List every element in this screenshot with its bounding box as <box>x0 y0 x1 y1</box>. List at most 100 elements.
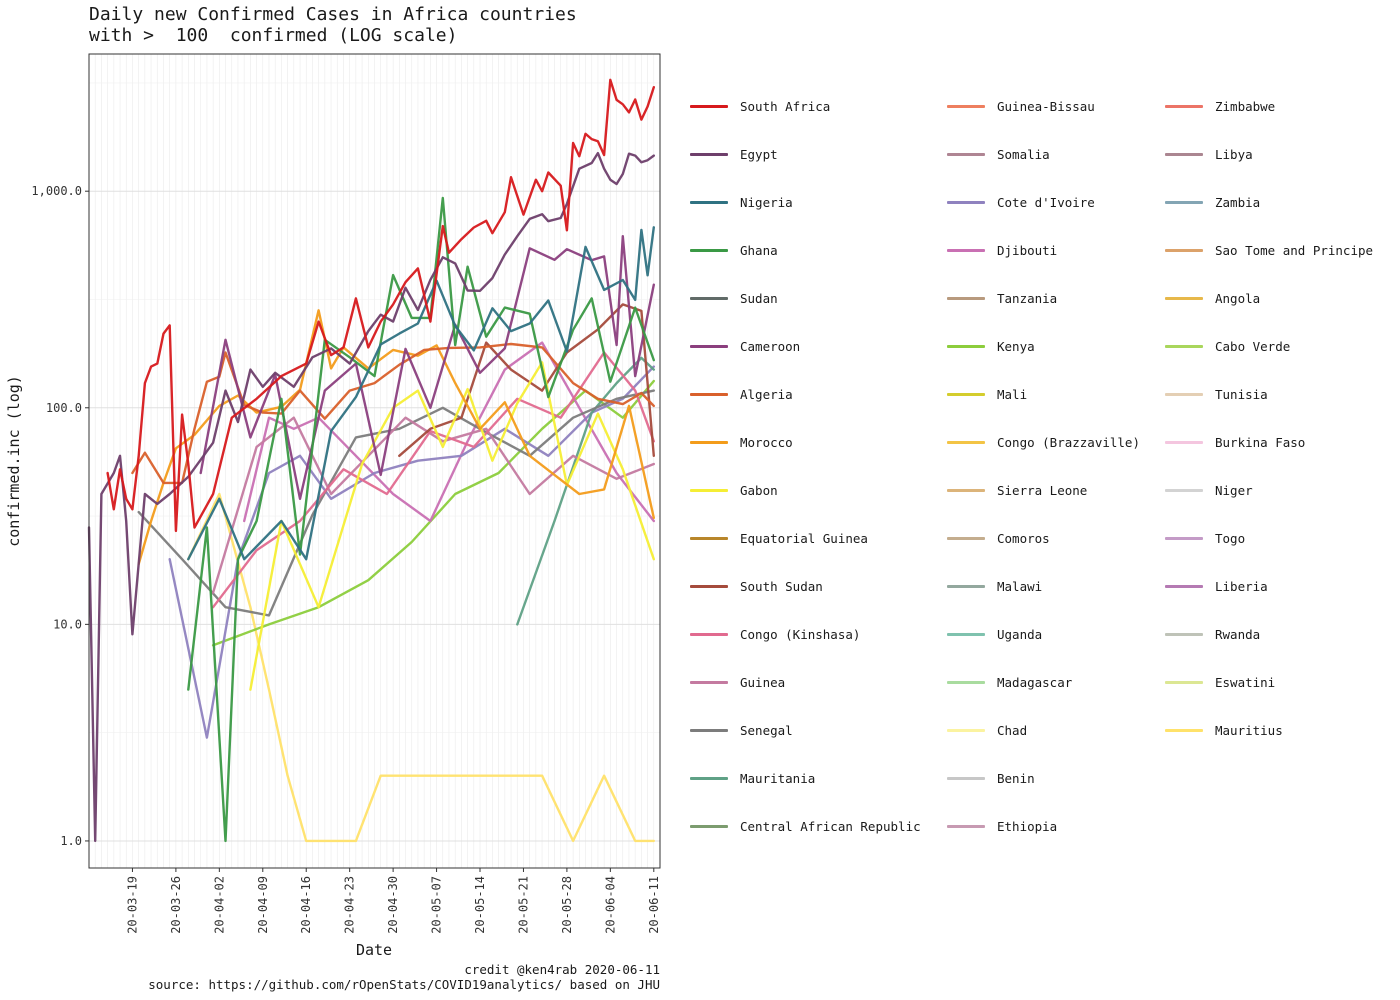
legend-label: Sierra Leone <box>997 482 1088 498</box>
series-line-congo-kinshasa- <box>211 351 655 609</box>
legend-label: Liberia <box>1215 578 1268 594</box>
legend-key-swatch <box>690 488 728 492</box>
series-line-morocco <box>137 309 655 566</box>
x-tick-label: 20-05-28 <box>560 876 574 934</box>
legend-key-swatch <box>947 200 985 204</box>
legend-label: Guinea-Bissau <box>997 98 1095 114</box>
y-axis-title: confirmed.inc (log) <box>5 375 23 547</box>
legend-key-swatch <box>1165 440 1203 444</box>
series-line-mauritius <box>187 492 655 843</box>
caption-source: source: https://github.com/rOpenStats/CO… <box>148 977 660 992</box>
legend-item: Uganda <box>947 624 1042 644</box>
legend-label: Congo (Kinshasa) <box>740 626 861 642</box>
legend-label: Uganda <box>997 626 1043 642</box>
legend-key-swatch <box>690 776 728 780</box>
legend-item: Zimbabwe <box>1165 96 1275 116</box>
legend-key-swatch <box>947 776 985 780</box>
caption-credit: credit @ken4rab 2020-06-11 <box>464 962 660 977</box>
legend-key-swatch <box>690 344 728 348</box>
legend-label: Cabo Verde <box>1215 338 1291 354</box>
y-tick-label: 10.0 <box>53 617 82 631</box>
legend-key-swatch <box>947 728 985 732</box>
chart-title-line-1: Daily new Confirmed Cases in Africa coun… <box>89 4 577 25</box>
legend-label: Kenya <box>997 338 1035 354</box>
legend-item: Madagascar <box>947 672 1072 692</box>
legend-item: South Sudan <box>690 576 823 596</box>
series-line-egypt <box>87 151 655 843</box>
legend-label: Eswatini <box>1215 674 1276 690</box>
legend-key-swatch <box>947 680 985 684</box>
legend-label: Egypt <box>740 146 778 162</box>
series-line-gabon <box>249 361 655 691</box>
legend-item: Chad <box>947 720 1027 740</box>
legend-item: Guinea <box>690 672 785 692</box>
legend-key-swatch <box>690 584 728 588</box>
legend-item: Zambia <box>1165 192 1260 212</box>
series-line-south-africa <box>106 78 655 533</box>
series-line-algeria <box>131 342 655 485</box>
legend-item: Tunisia <box>1165 384 1268 404</box>
legend-item: Tanzania <box>947 288 1057 308</box>
legend-label: Cameroon <box>740 338 801 354</box>
legend-item: Comoros <box>947 528 1050 548</box>
legend-label: South Sudan <box>740 578 823 594</box>
legend-item: Ethiopia <box>947 816 1057 836</box>
legend-label: Djibouti <box>997 242 1058 258</box>
legend-key-swatch <box>690 104 728 108</box>
legend-label: Benin <box>997 770 1035 786</box>
x-tick-label: 20-03-19 <box>125 876 139 934</box>
legend-key-swatch <box>690 248 728 252</box>
legend-item: Sao Tome and Principe <box>1165 240 1373 260</box>
x-axis-title: Date <box>356 941 392 959</box>
x-tick-label: 20-05-07 <box>430 876 444 934</box>
y-tick-label: 100.0 <box>46 401 82 415</box>
x-tick-label: 20-04-09 <box>256 876 270 934</box>
legend-label: Sao Tome and Principe <box>1215 242 1374 258</box>
legend-item: Kenya <box>947 336 1035 356</box>
legend-key-swatch <box>947 536 985 540</box>
legend-key-swatch <box>947 632 985 636</box>
legend-item: Nigeria <box>690 192 793 212</box>
legend-key-swatch <box>690 440 728 444</box>
series-layer <box>87 78 655 843</box>
axis-layer: 1.0 10.0 100.0 1,000.0 20-03-19 20-03-26 20-04… <box>31 184 660 934</box>
legend-label: Senegal <box>740 722 793 738</box>
plot-area: 1.0 10.0 100.0 1,000.0 20-03-19 20-03-26 20-04… <box>5 53 661 959</box>
legend-key-swatch <box>947 152 985 156</box>
legend-item: Angola <box>1165 288 1260 308</box>
legend-label: Angola <box>1215 290 1261 306</box>
chart-title: Daily new Confirmed Cases in Africa coun… <box>89 4 577 46</box>
legend-label: Mauritania <box>740 770 816 786</box>
legend-item: Central African Republic <box>690 816 921 836</box>
legend-item: Malawi <box>947 576 1042 596</box>
legend-key-swatch <box>947 584 985 588</box>
legend-item: Sudan <box>690 288 778 308</box>
legend-key-swatch <box>1165 392 1203 396</box>
series-line-cote-d-ivoire <box>168 365 655 739</box>
legend-item: Congo (Brazzaville) <box>947 432 1140 452</box>
series-line-cameroon <box>199 234 655 500</box>
legend-key-swatch <box>947 104 985 108</box>
legend-label: Madagascar <box>997 674 1073 690</box>
legend-item: Cabo Verde <box>1165 336 1290 356</box>
legend-key-swatch <box>947 344 985 348</box>
legend-key-swatch <box>947 488 985 492</box>
series-line-senegal <box>137 389 655 617</box>
legend-label: Comoros <box>997 530 1050 546</box>
legend-key-swatch <box>947 248 985 252</box>
legend-key-swatch <box>947 824 985 828</box>
legend-label: Nigeria <box>740 194 793 210</box>
x-tick-label: 20-04-02 <box>212 876 226 934</box>
legend-item: Somalia <box>947 144 1050 164</box>
legend-item: Mali <box>947 384 1027 404</box>
legend-key-swatch <box>690 728 728 732</box>
legend-label: Ethiopia <box>997 818 1058 834</box>
x-tick-label: 20-04-16 <box>299 876 313 934</box>
legend-item: Libya <box>1165 144 1253 164</box>
x-tick-label: 20-03-26 <box>169 876 183 934</box>
legend-item: Liberia <box>1165 576 1268 596</box>
legend-label: Algeria <box>740 386 793 402</box>
series-line-djibouti <box>242 341 655 523</box>
legend-key-swatch <box>1165 728 1203 732</box>
